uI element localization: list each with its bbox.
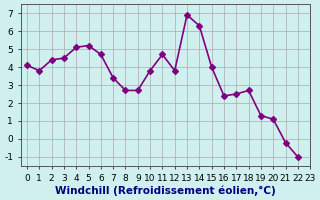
X-axis label: Windchill (Refroidissement éolien,°C): Windchill (Refroidissement éolien,°C) (55, 185, 276, 196)
